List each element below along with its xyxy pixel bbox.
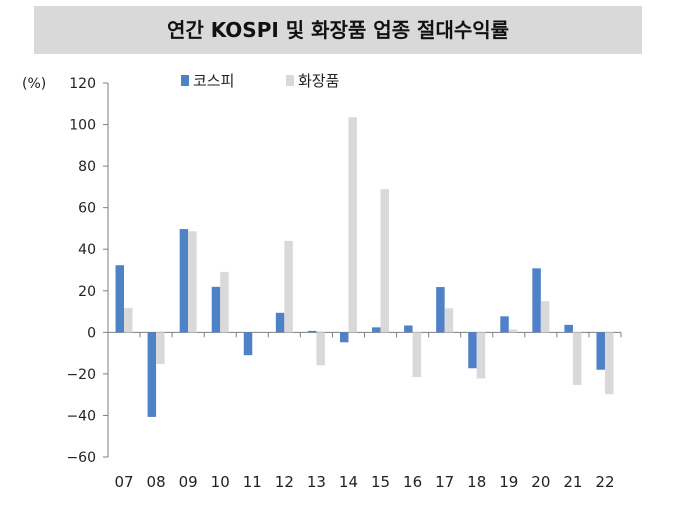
bar-cosmetics-19 [508,329,518,333]
y-tick-labels: 120 100 80 60 40 20 0 −20 −40 −60 (%) [22,76,96,466]
x-tick-label: 15 [371,473,390,491]
bar-cosmetics-13 [316,332,325,366]
bar-kospi-18 [468,332,477,369]
bar-cosmetics-16 [412,332,422,377]
x-tick-label: 14 [339,473,358,491]
y-tick-label: 40 [78,242,96,258]
y-tick-label: 80 [78,159,96,175]
x-tick-label: 07 [114,473,133,491]
bar-cosmetics-17 [444,308,454,333]
legend-swatch [181,75,189,86]
x-tick-label: 22 [595,473,614,491]
bar-cosmetics-09 [188,231,197,333]
bars [115,117,614,417]
x-tick-label: 18 [467,473,486,491]
y-tick-label: −60 [66,450,96,466]
bar-kospi-13 [307,330,317,333]
x-tick-label: 16 [403,473,422,491]
bar-cosmetics-15 [380,189,390,333]
y-tick-label: 0 [87,325,96,341]
x-tick-label: 21 [563,473,582,491]
legend-swatch [286,75,294,86]
bar-kospi-20 [532,268,541,333]
bar-kospi-21 [564,324,573,333]
x-tick-label: 17 [435,473,454,491]
bar-cosmetics-20 [540,301,550,333]
legend: 코스피 화장품 [181,72,339,90]
bar-kospi-19 [500,316,509,333]
bar-kospi-16 [404,325,413,333]
y-tick-label: −20 [66,367,96,383]
bar-cosmetics-10 [220,271,229,333]
x-tick-label: 12 [275,473,294,491]
bar-kospi-11 [243,332,253,356]
x-tick-label: 20 [531,473,550,491]
bar-kospi-09 [179,229,189,333]
bar-cosmetics-14 [348,117,357,333]
x-tick-label: 09 [179,473,198,491]
y-tick-label: 120 [69,76,96,92]
bar-kospi-12 [275,312,285,333]
chart-title: 연간 KOSPI 및 화장품 업종 절대수익률 [166,18,510,42]
bar-kospi-07 [115,265,125,333]
bar-cosmetics-18 [476,332,486,379]
x-tick-label: 11 [243,473,262,491]
bar-kospi-22 [596,332,605,370]
y-tick-label: 60 [78,201,96,217]
bar-kospi-15 [372,327,381,333]
x-tick-label: 08 [147,473,166,491]
bar-kospi-17 [436,287,445,333]
bar-kospi-08 [147,332,157,417]
y-unit-label: (%) [22,76,46,92]
bar-kospi-14 [339,332,349,343]
chart-title-bar: 연간 KOSPI 및 화장품 업종 절대수익률 [34,6,642,54]
x-tick-label: 13 [307,473,326,491]
x-tick-label: 19 [499,473,518,491]
bar-cosmetics-07 [124,307,133,333]
bar-cosmetics-08 [156,332,165,364]
x-tick-label: 10 [211,473,230,491]
legend-label: 화장품 [298,72,339,90]
bar-cosmetics-21 [572,332,582,385]
y-tick-label: 20 [78,284,96,300]
bar-cosmetics-12 [284,240,293,333]
y-tick-label: 100 [69,118,96,134]
bar-kospi-10 [211,286,221,333]
x-tick-labels: 07 08 09 10 11 12 13 14 15 16 17 18 19 20 21 22 [114,473,614,491]
legend-label: 코스피 [193,72,234,90]
y-tick-label: −40 [66,408,96,424]
bar-cosmetics-22 [604,332,614,395]
